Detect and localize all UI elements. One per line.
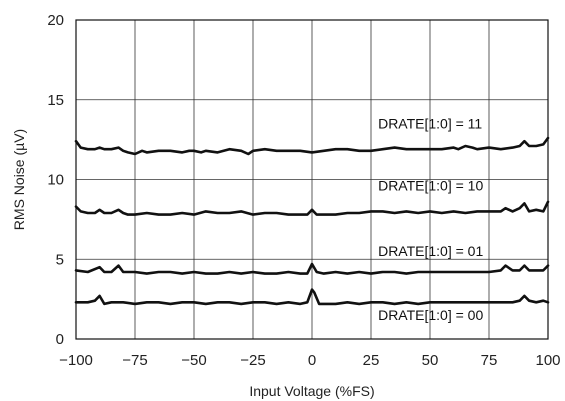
series-line-2	[74, 262, 550, 275]
series-line-0	[74, 136, 550, 156]
y-tick-label: 20	[47, 12, 64, 29]
x-tick-label: −50	[181, 352, 206, 369]
series-label-0: DRATE[1:0] = 11	[378, 115, 482, 131]
x-tick-label: −25	[240, 352, 265, 369]
y-axis-label: RMS Noise (µV)	[11, 129, 27, 230]
tick-labels: −100 −75 −50 −25 0 25 50 75 100 0 5 10 15 20	[47, 12, 560, 369]
grid	[76, 20, 548, 339]
x-tick-label: −75	[122, 352, 147, 369]
x-axis-label: Input Voltage (%FS)	[249, 383, 374, 399]
series-labels: DRATE[1:0] = 11 DRATE[1:0] = 10 DRATE[1:0]…	[378, 115, 483, 322]
y-tick-label: 15	[47, 92, 64, 109]
series-traces	[74, 136, 550, 306]
x-tick-label: 75	[481, 352, 498, 369]
x-tick-label: 25	[363, 352, 380, 369]
series-label-2: DRATE[1:0] = 01	[378, 243, 483, 259]
x-tick-label: −100	[59, 352, 93, 369]
x-tick-label: 0	[308, 352, 316, 369]
series-label-1: DRATE[1:0] = 10	[378, 178, 483, 194]
series-line-1	[74, 200, 550, 216]
y-tick-label: 5	[56, 251, 64, 268]
x-tick-label: 50	[422, 352, 439, 369]
series-line-3	[74, 288, 550, 306]
x-tick-label: 100	[535, 352, 560, 369]
y-tick-label: 0	[56, 331, 64, 348]
series-label-3: DRATE[1:0] = 00	[378, 307, 483, 323]
plot-frame	[75, 19, 549, 340]
y-tick-label: 10	[47, 172, 64, 189]
